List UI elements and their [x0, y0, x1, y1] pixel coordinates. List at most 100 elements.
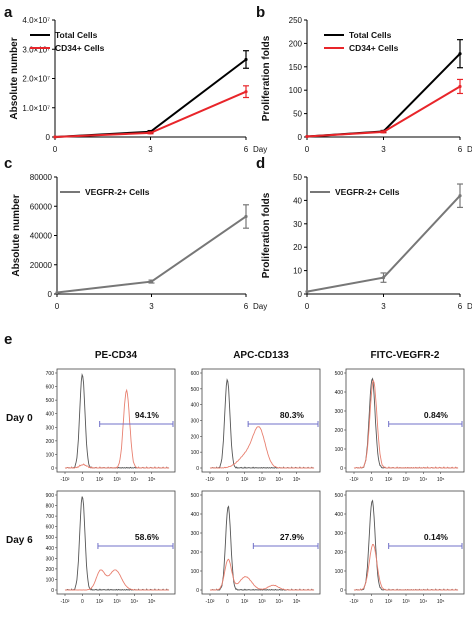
x-tick-label: 0	[81, 599, 84, 605]
x-tick-label: 10²	[385, 477, 393, 483]
histogram-frame	[56, 368, 176, 473]
y-axis-label: Absolute number	[11, 194, 22, 276]
x-tick-label: 10⁵	[148, 599, 156, 605]
x-tick-label: 3	[381, 302, 386, 311]
legend-label: CD34+ Cells	[349, 43, 399, 53]
x-tick-label: 10⁵	[148, 477, 156, 483]
x-tick-label: 0	[305, 145, 310, 154]
x-axis-unit: Day	[253, 302, 267, 311]
histogram-cell: 0 100 200 300 400 500 600 700 -10² 0 10² 10³ 10⁴ 10⁵ 9…	[46, 368, 176, 483]
histogram-cell: 0 100 200 300 400 500 -10² 0 10² 10³ 10⁴ 10⁵ 0.84%	[335, 368, 465, 483]
y-tick-label: 400	[46, 546, 55, 552]
chart-c: 0 20000 40000 60000 80000 0 3 6 Day Absolute numb…	[11, 173, 267, 311]
y-tick-label: 300	[46, 556, 55, 562]
y-tick-label: 700	[46, 371, 55, 377]
y-tick-label: 20000	[30, 261, 53, 270]
y-tick-label: 400	[191, 403, 200, 409]
legend-label: VEGFR-2+ Cells	[335, 187, 400, 197]
y-tick-label: 500	[46, 535, 55, 541]
y-axis-label: Proliferation folds	[261, 192, 272, 278]
sample-histogram	[353, 379, 459, 469]
data-point	[149, 279, 154, 284]
y-tick-label: 300	[335, 531, 344, 537]
panel-letter-d: d	[256, 155, 265, 172]
y-tick-label: 500	[191, 493, 200, 499]
y-tick-label: 500	[335, 493, 344, 499]
data-point	[244, 90, 248, 94]
x-tick-label: 10³	[113, 599, 121, 605]
x-tick-label: 6	[244, 145, 249, 154]
row-label: Day 0	[6, 413, 33, 424]
y-tick-label: 4.0×10⁷	[22, 16, 50, 25]
x-tick-label: -10²	[61, 599, 70, 605]
panel-letter-e: e	[4, 331, 12, 348]
legend-label: Total Cells	[349, 30, 392, 40]
x-tick-label: 0	[53, 145, 58, 154]
x-tick-label: -10²	[61, 477, 70, 483]
y-tick-label: 500	[335, 371, 344, 377]
chart-a: 0 1.0×10⁷ 2.0×10⁷ 3.0×10⁷ 4.0×10⁷ 0 3 6 Day Absol…	[9, 16, 267, 154]
y-tick-label: 300	[191, 531, 200, 537]
x-tick-label: 0	[55, 302, 60, 311]
x-tick-label: -10²	[350, 477, 359, 483]
data-point	[305, 134, 309, 139]
column-title: APC-CD133	[233, 350, 289, 361]
data-point	[381, 130, 386, 134]
y-tick-label: 200	[191, 550, 200, 556]
x-tick-label: 10³	[258, 599, 266, 605]
panel-letter-c: c	[4, 155, 12, 172]
x-tick-label: 10⁴	[419, 599, 427, 605]
x-tick-label: 10⁴	[275, 477, 283, 483]
x-tick-label: 6	[244, 302, 249, 311]
y-axis-label: Proliferation folds	[261, 35, 272, 121]
line-charts: 0 1.0×10⁷ 2.0×10⁷ 3.0×10⁷ 4.0×10⁷ 0 3 6 Day Absol…	[9, 16, 472, 311]
y-tick-label: 50	[293, 173, 302, 182]
data-point	[244, 214, 248, 219]
y-tick-label: 0	[196, 466, 199, 472]
y-tick-label: 100	[46, 452, 55, 458]
series-line	[54, 58, 247, 138]
y-tick-label: 200	[335, 550, 344, 556]
data-point	[148, 131, 153, 135]
y-tick-label: 300	[46, 425, 55, 431]
x-tick-label: 10²	[96, 599, 104, 605]
y-tick-label: 100	[191, 450, 200, 456]
legend-label: CD34+ Cells	[55, 43, 105, 53]
x-tick-label: 0	[226, 599, 229, 605]
y-tick-label: 0	[48, 290, 53, 299]
x-tick-label: 10⁵	[293, 599, 301, 605]
x-tick-label: 10³	[258, 477, 266, 483]
y-tick-label: 0	[196, 588, 199, 594]
y-tick-label: 600	[46, 385, 55, 391]
gate-percentage: 94.1%	[135, 410, 160, 420]
x-tick-label: 10⁵	[437, 599, 445, 605]
column-title: FITC-VEGFR-2	[371, 350, 440, 361]
x-tick-label: 10²	[385, 599, 393, 605]
x-tick-label: 0	[226, 477, 229, 483]
x-axis-unit: Day	[253, 145, 267, 154]
gate-percentage: 0.84%	[424, 410, 449, 420]
data-point	[381, 276, 386, 280]
data-point	[244, 57, 248, 62]
y-tick-label: 400	[335, 512, 344, 518]
x-tick-label: 3	[148, 145, 153, 154]
data-point	[458, 84, 462, 89]
x-tick-label: 10²	[241, 599, 249, 605]
y-tick-label: 0	[51, 466, 54, 472]
sample-histogram	[65, 569, 170, 591]
x-tick-label: 10⁴	[130, 477, 138, 483]
y-tick-label: 200	[335, 428, 344, 434]
y-tick-label: 20	[293, 243, 302, 252]
row-label: Day 6	[6, 535, 33, 546]
x-axis-unit: Day	[467, 302, 472, 311]
x-tick-label: 3	[381, 145, 386, 154]
y-tick-label: 400	[335, 390, 344, 396]
x-tick-label: 0	[305, 302, 310, 311]
data-point	[55, 290, 59, 295]
y-tick-label: 0	[51, 588, 54, 594]
y-tick-label: 300	[191, 419, 200, 425]
y-tick-label: 900	[46, 493, 55, 499]
data-point	[305, 290, 309, 294]
y-tick-label: 40000	[30, 232, 53, 241]
legend-label: Total Cells	[55, 30, 98, 40]
